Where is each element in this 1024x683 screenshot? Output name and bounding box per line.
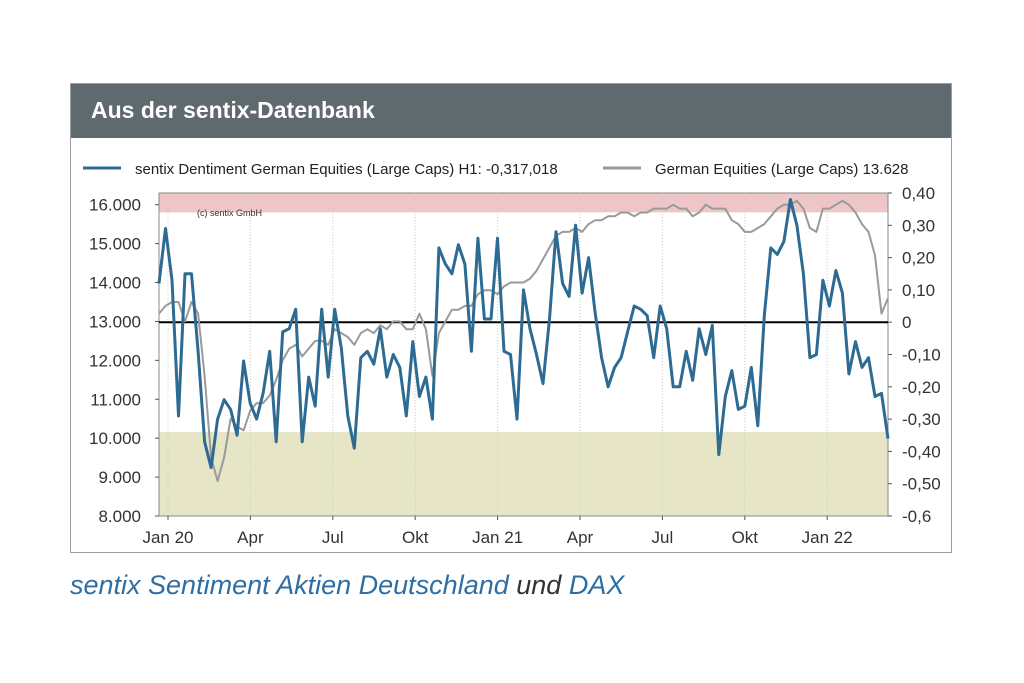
legend-label-sentiment: sentix Dentiment German Equities (Large … [135, 161, 558, 178]
x-tick-label: Apr [567, 528, 594, 547]
left-tick-label: 11.000 [90, 390, 141, 409]
right-tick-label: 0,20 [902, 249, 935, 268]
right-tick-label: -0,40 [902, 442, 941, 461]
right-tick-label: 0 [902, 313, 911, 332]
caption: sentix Sentiment Aktien Deutschland und … [70, 570, 624, 601]
left-tick-label: 16.000 [89, 196, 141, 215]
line-chart: Jan 20 Apr Jul Okt Jan 21 Apr Jul Okt Jan 22 16.0… [83, 161, 941, 547]
caption-part2: und [516, 570, 562, 600]
legend-label-dax: German Equities (Large Caps) 13.628 [655, 161, 908, 178]
x-tick-label: Apr [237, 528, 264, 547]
right-tick-label: -0,30 [902, 410, 941, 429]
bottom-band [159, 432, 888, 516]
left-tick-label: 13.000 [89, 312, 141, 331]
x-tick-label: Jan 22 [802, 528, 853, 547]
caption-part3: DAX [568, 570, 625, 600]
watermark: (c) sentix GmbH [197, 208, 262, 218]
sentiment-series-line [157, 198, 890, 470]
right-tick-label: -0,20 [902, 378, 941, 397]
right-tick-label: -0,10 [902, 346, 941, 365]
right-tick-label: 0,40 [902, 184, 935, 203]
right-tick-label: 0,30 [902, 216, 935, 235]
top-band [159, 193, 888, 213]
x-tick-label: Jan 21 [472, 528, 523, 547]
x-tick-label: Okt [732, 528, 759, 547]
panel-title: Aus der sentix-Datenbank [91, 97, 375, 123]
caption-part1: sentix Sentiment Aktien Deutschland [70, 570, 509, 600]
right-tick-label: -0,50 [902, 475, 941, 494]
left-tick-label: 10.000 [89, 429, 141, 448]
x-tick-label: Jan 20 [142, 528, 193, 547]
right-tick-label: 0,10 [902, 281, 935, 300]
left-tick-label: 8.000 [98, 507, 141, 526]
left-tick-label: 12.000 [89, 351, 141, 370]
left-tick-label: 9.000 [98, 468, 141, 487]
left-tick-label: 15.000 [89, 235, 141, 254]
chart-panel: Aus der sentix-Datenbank Jan 20 Apr Jul Okt… [70, 83, 952, 553]
panel-header: Aus der sentix-Datenbank [71, 84, 951, 138]
x-tick-label: Jul [322, 528, 344, 547]
right-tick-label: -0,6 [902, 507, 931, 526]
x-tick-label: Jul [652, 528, 674, 547]
left-tick-label: 14.000 [89, 274, 141, 293]
x-tick-label: Okt [402, 528, 429, 547]
